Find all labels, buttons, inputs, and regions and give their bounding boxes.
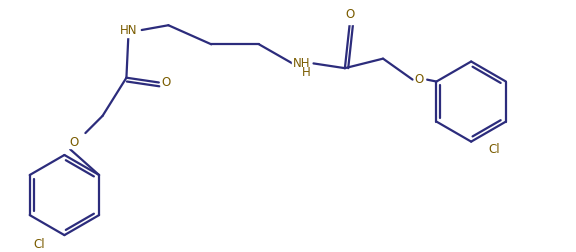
Text: NH: NH: [293, 57, 310, 70]
Text: O: O: [415, 73, 424, 86]
Text: O: O: [162, 76, 171, 89]
Bar: [293, 57, 312, 70]
Bar: [414, 74, 425, 85]
Bar: [344, 13, 355, 24]
Text: HN: HN: [120, 23, 137, 37]
Bar: [161, 77, 172, 88]
Text: Cl: Cl: [488, 143, 500, 156]
Bar: [68, 137, 79, 148]
Text: H: H: [301, 67, 310, 79]
Text: O: O: [69, 136, 78, 149]
Text: Cl: Cl: [34, 238, 46, 251]
Text: O: O: [345, 8, 354, 21]
Bar: [118, 23, 139, 37]
